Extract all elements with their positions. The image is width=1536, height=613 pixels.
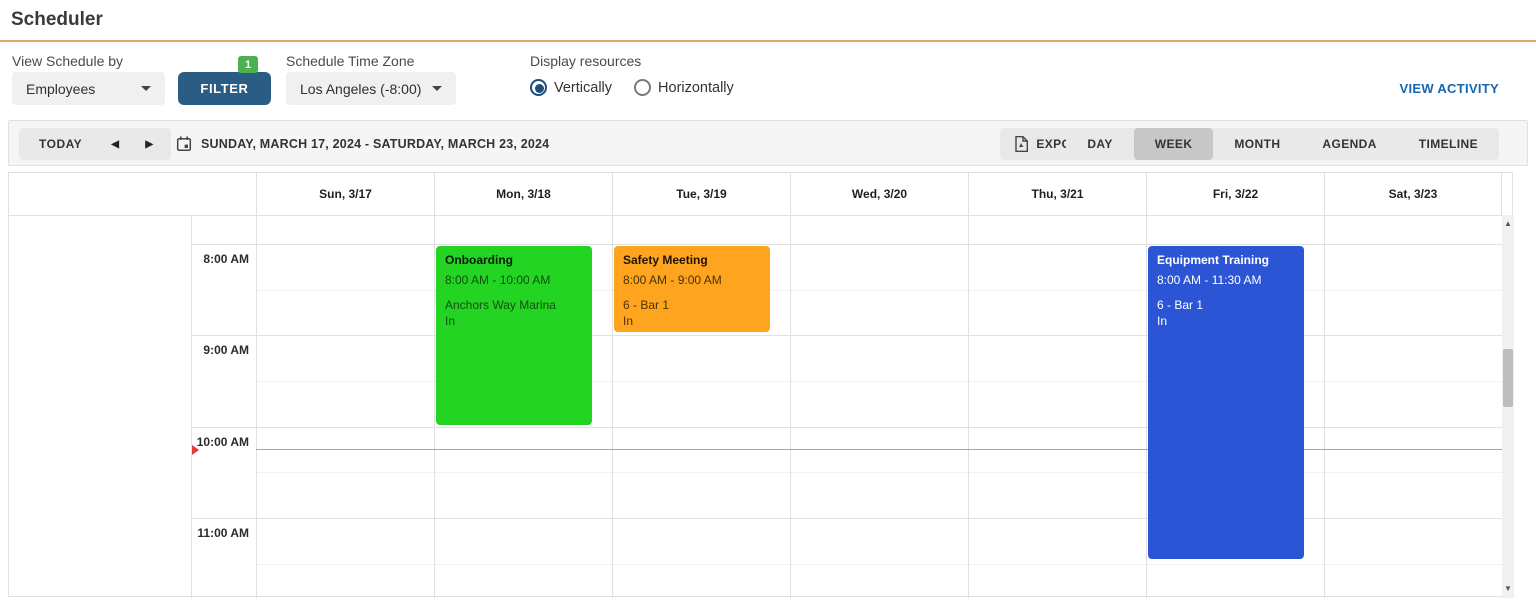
filter-count-badge: 1 bbox=[238, 56, 258, 73]
grid-line bbox=[612, 215, 613, 598]
day-header-thu: Thu, 3/21 bbox=[968, 173, 1146, 215]
current-time-line bbox=[256, 449, 1502, 450]
day-header-fri: Fri, 3/22 bbox=[1146, 173, 1324, 215]
grid-line bbox=[256, 472, 1502, 473]
time-zone-value: Los Angeles (-8:00) bbox=[300, 80, 422, 97]
day-header-tue: Tue, 3/19 bbox=[612, 173, 790, 215]
pdf-file-icon bbox=[1015, 136, 1029, 152]
time-label-11am: 11:00 AM bbox=[197, 526, 249, 540]
day-header-sat: Sat, 3/23 bbox=[1324, 173, 1502, 215]
grid-line bbox=[256, 564, 1502, 565]
display-resources-radio-group: Vertically Horizontally bbox=[530, 79, 734, 96]
event-location: 6 - Bar 1 bbox=[1157, 298, 1204, 312]
grid-line bbox=[256, 215, 257, 598]
event-status: In bbox=[623, 314, 634, 328]
view-schedule-by-value: Employees bbox=[26, 80, 96, 97]
event-title: Equipment Training bbox=[1157, 253, 1270, 267]
grid-line bbox=[256, 244, 1502, 245]
chevron-left-icon: ◀ bbox=[111, 138, 120, 150]
grid-line bbox=[256, 290, 1502, 291]
grid-line bbox=[256, 518, 1502, 519]
header-divider bbox=[9, 215, 1514, 216]
time-zone-select[interactable]: Los Angeles (-8:00) bbox=[286, 72, 456, 105]
date-range-wrap: SUNDAY, MARCH 17, 2024 - SATURDAY, MARCH… bbox=[176, 121, 549, 167]
view-day-button[interactable]: DAY bbox=[1066, 128, 1133, 160]
radio-icon bbox=[530, 79, 547, 96]
time-label-9am: 9:00 AM bbox=[203, 343, 249, 357]
event-time: 8:00 AM - 11:30 AM bbox=[1157, 273, 1262, 287]
grid-line bbox=[256, 427, 1502, 428]
accent-divider bbox=[0, 40, 1536, 42]
time-zone-label: Schedule Time Zone bbox=[286, 53, 415, 69]
event-status: In bbox=[1157, 314, 1168, 328]
today-button[interactable]: TODAY bbox=[23, 128, 98, 160]
page-title: Scheduler bbox=[11, 9, 103, 30]
event-location: Anchors Way Marina bbox=[445, 298, 556, 312]
grid-line bbox=[191, 335, 256, 336]
grid-line bbox=[256, 335, 1502, 336]
day-header-mon: Mon, 3/18 bbox=[434, 173, 612, 215]
event-title: Safety Meeting bbox=[623, 253, 708, 267]
radio-vertically[interactable]: Vertically bbox=[530, 79, 612, 96]
scroll-up-icon[interactable]: ▲ bbox=[1504, 219, 1512, 228]
view-schedule-by-select[interactable]: Employees bbox=[12, 72, 165, 105]
scrollbar-thumb[interactable] bbox=[1503, 349, 1513, 407]
scheduler-toolbar: TODAY ◀ ▶ SUNDAY, MARCH 17, 2024 - SATUR… bbox=[8, 120, 1528, 166]
grid-line bbox=[256, 381, 1502, 382]
grid-line bbox=[191, 427, 256, 428]
next-week-button[interactable]: ▶ bbox=[132, 128, 166, 160]
grid-line bbox=[191, 215, 192, 598]
date-range-label: SUNDAY, MARCH 17, 2024 - SATURDAY, MARCH… bbox=[201, 137, 550, 151]
filter-button[interactable]: FILTER bbox=[178, 72, 271, 105]
calendar-icon bbox=[176, 136, 192, 152]
view-switcher: DAY WEEK MONTH AGENDA TIMELINE bbox=[1066, 128, 1499, 160]
view-schedule-by-label: View Schedule by bbox=[12, 53, 124, 69]
radio-horizontally[interactable]: Horizontally bbox=[634, 79, 734, 96]
today-nav-group: TODAY ◀ ▶ bbox=[19, 128, 171, 160]
grid-line bbox=[1324, 215, 1325, 598]
event-status: In bbox=[445, 314, 456, 328]
view-agenda-button[interactable]: AGENDA bbox=[1301, 128, 1397, 160]
prev-week-button[interactable]: ◀ bbox=[98, 128, 132, 160]
scroll-down-icon[interactable]: ▼ bbox=[1504, 584, 1512, 593]
event-equipment-training[interactable]: Equipment Training 8:00 AM - 11:30 AM 6 … bbox=[1148, 246, 1304, 559]
grid-line bbox=[191, 244, 256, 245]
event-safety-meeting[interactable]: Safety Meeting 8:00 AM - 9:00 AM 6 - Bar… bbox=[614, 246, 770, 332]
event-title: Onboarding bbox=[445, 253, 513, 267]
view-activity-link[interactable]: VIEW ACTIVITY bbox=[1399, 81, 1499, 96]
view-week-button[interactable]: WEEK bbox=[1133, 128, 1214, 160]
grid-line bbox=[790, 215, 791, 598]
event-onboarding[interactable]: Onboarding 8:00 AM - 10:00 AM Anchors Wa… bbox=[436, 246, 592, 425]
day-header-sun: Sun, 3/17 bbox=[256, 173, 434, 215]
chevron-right-icon: ▶ bbox=[145, 138, 154, 150]
event-location: 6 - Bar 1 bbox=[623, 298, 670, 312]
grid-line bbox=[434, 215, 435, 598]
radio-horizontally-label: Horizontally bbox=[658, 79, 734, 96]
display-resources-label: Display resources bbox=[530, 53, 642, 69]
current-time-marker-icon bbox=[192, 445, 199, 455]
grid-line bbox=[191, 518, 256, 519]
chevron-down-icon bbox=[141, 86, 151, 91]
grid-line bbox=[1146, 215, 1147, 598]
radio-icon bbox=[634, 79, 652, 96]
event-time: 8:00 AM - 9:00 AM bbox=[623, 273, 722, 287]
time-label-8am: 8:00 AM bbox=[203, 252, 249, 266]
schedule-grid[interactable]: Sun, 3/17 Mon, 3/18 Tue, 3/19 Wed, 3/20 … bbox=[8, 172, 1514, 598]
vertical-scrollbar[interactable]: ▲ ▼ bbox=[1502, 215, 1514, 598]
day-header-wed: Wed, 3/20 bbox=[790, 173, 968, 215]
grid-line bbox=[968, 215, 969, 598]
radio-vertically-label: Vertically bbox=[554, 79, 613, 96]
event-time: 8:00 AM - 10:00 AM bbox=[445, 273, 551, 287]
view-month-button[interactable]: MONTH bbox=[1213, 128, 1301, 160]
time-label-10am: 10:00 AM bbox=[196, 435, 249, 449]
view-timeline-button[interactable]: TIMELINE bbox=[1398, 128, 1499, 160]
chevron-down-icon bbox=[432, 86, 442, 91]
